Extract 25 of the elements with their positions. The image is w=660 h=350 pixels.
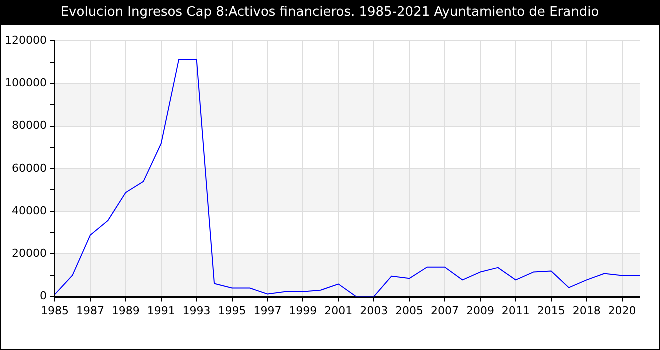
y-tick-label: 80000 [12,119,47,132]
y-tick-label: 100000 [4,76,47,90]
x-tick-label: 1991 [147,304,176,318]
x-tick-label: 2018 [572,304,601,318]
x-tick-label: 1993 [182,304,211,318]
x-tick-label: 2005 [396,304,424,318]
y-tick-label: 0 [40,290,47,303]
x-tick-label: 2001 [324,304,353,318]
x-tick-label: 1985 [40,304,69,318]
x-tick-label: 1999 [289,304,318,318]
y-tick-label: 120000 [4,34,47,47]
x-tick-label: 2020 [608,304,636,318]
y-tick-label: 40000 [12,204,47,218]
x-tick-label: 2009 [466,304,494,318]
x-tick-label: 1995 [218,304,246,318]
y-tick-label: 60000 [12,162,47,175]
x-tick-label: 2015 [537,304,566,318]
x-tick-label: 1997 [254,304,282,318]
x-tick-label: 2011 [502,304,530,318]
x-tick-label: 1989 [112,304,140,318]
x-tick-label: 2007 [430,304,459,318]
chart-title: Evolucion Ingresos Cap 8:Activos financieros. 1985-2021 Ayuntamiento de Erandio [1,1,659,25]
y-tick-label: 20000 [12,247,47,260]
x-tick-label: 1987 [76,304,104,318]
x-tick-label: 2003 [360,304,388,318]
